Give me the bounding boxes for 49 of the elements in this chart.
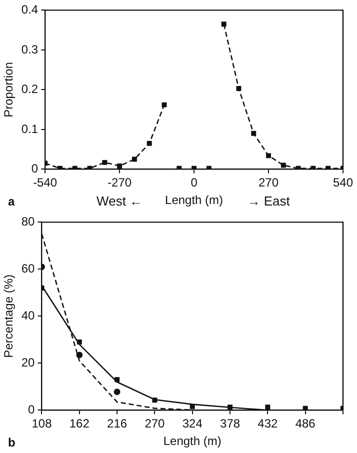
point (76, 352, 83, 358)
y-tick-label: 0 (28, 402, 36, 417)
point (190, 404, 195, 410)
point (76, 340, 82, 345)
text: → East (247, 194, 290, 209)
y-tick-label: 0.2 (21, 82, 38, 96)
x-tick-label: 162 (69, 416, 90, 431)
x-tick-label: 216 (107, 416, 128, 431)
x-tick-label: 486 (295, 416, 316, 431)
point (114, 377, 120, 382)
x-axis-title: Length (m) (163, 434, 222, 448)
text: West ← (96, 194, 143, 209)
y-tick-label: 0.3 (21, 42, 38, 56)
point (117, 164, 122, 169)
x-tick-label: 324 (182, 416, 203, 431)
point (280, 162, 286, 168)
y-axis-title: Proportion (2, 62, 16, 118)
point (265, 404, 270, 410)
x-tick-label: -540 (33, 176, 58, 190)
x-tick-label: 378 (220, 416, 240, 431)
y-tick-label: 0.1 (21, 122, 38, 136)
point (228, 404, 233, 410)
point (102, 160, 108, 165)
point (132, 156, 137, 162)
point (114, 388, 120, 396)
y-tick-label: 80 (21, 214, 36, 229)
point (152, 398, 158, 403)
x-tick-label: 432 (258, 416, 278, 431)
point (162, 102, 167, 108)
x-tick-label: 0 (190, 176, 198, 190)
y-tick-label: 0 (31, 162, 38, 176)
y-tick-label: 0.4 (21, 2, 38, 17)
point (146, 140, 152, 146)
text: a (8, 194, 15, 208)
point (236, 86, 242, 91)
y-tick-label: 20 (21, 356, 36, 370)
x-tick-label: 540 (332, 176, 354, 190)
y-tick-label: 40 (21, 308, 36, 323)
x-tick-label: 270 (144, 416, 166, 431)
x-axis-title: Length (m) (165, 193, 224, 208)
point (221, 22, 226, 27)
x-tick-label: 270 (258, 176, 279, 190)
x-tick-label: 108 (32, 416, 52, 431)
x-tick-label: -270 (108, 176, 132, 190)
y-axis-title: Percentage (%) (2, 274, 16, 358)
text: b (8, 435, 16, 450)
point (251, 130, 256, 136)
y-tick-label: 60 (21, 262, 36, 276)
point (266, 153, 272, 158)
